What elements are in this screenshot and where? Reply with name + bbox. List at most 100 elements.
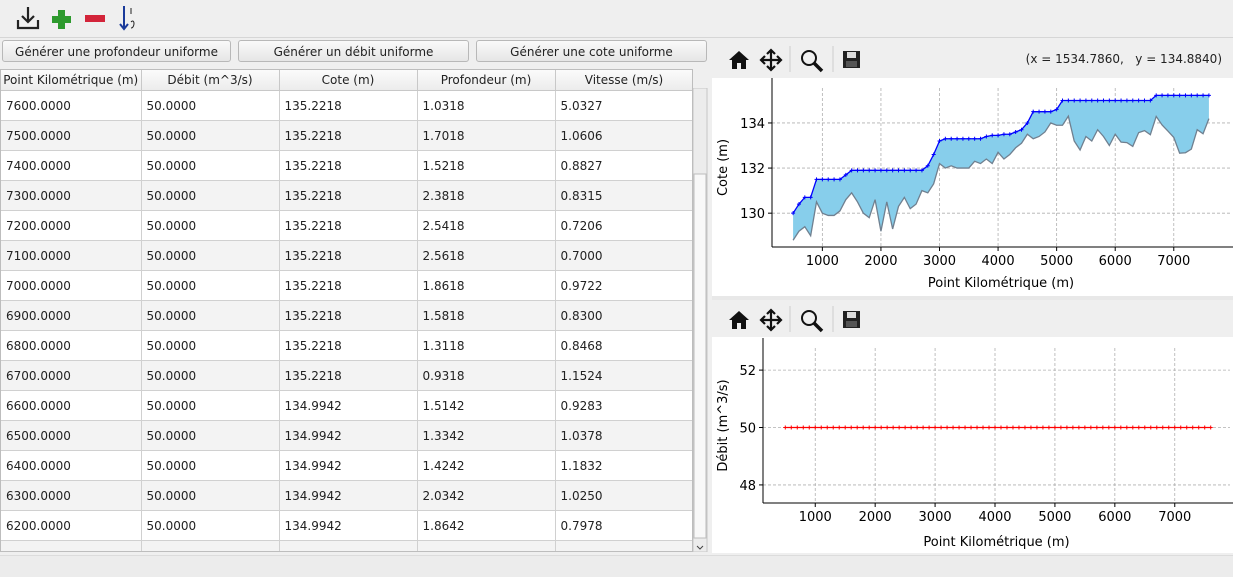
table-cell[interactable]: 0.8827 [555,150,692,181]
scrollbar[interactable] [693,88,708,552]
table-cell[interactable]: 50.0000 [141,450,280,481]
table-cell[interactable]: 134.9942 [279,480,418,511]
scroll-down-arrow[interactable] [696,545,704,550]
table-cell[interactable]: 1.0378 [555,420,692,451]
table-cell[interactable]: 135.2218 [279,330,418,361]
table-cell[interactable]: 1.5218 [417,150,556,181]
table-row[interactable]: 6500.0000 50.0000 134.9942 1.3342 1.0378 [1,420,692,451]
table-row[interactable]: 7600.0000 50.0000 135.2218 1.0318 5.0327 [1,90,692,121]
pan-icon[interactable] [759,48,783,72]
table-cell[interactable]: 6100.0000 [1,540,142,551]
table-cell[interactable]: 1.4242 [417,450,556,481]
table-cell[interactable]: 50.0000 [141,360,280,391]
table-cell[interactable]: 7000.0000 [1,270,142,301]
table-cell[interactable]: 135.2218 [279,90,418,121]
table-cell[interactable]: 5.0327 [555,90,692,121]
table-cell[interactable]: 50.0000 [141,510,280,541]
zoom-icon[interactable] [801,310,824,333]
table-cell[interactable]: 50.0000 [141,180,280,211]
table-cell[interactable]: 0.8468 [555,330,692,361]
table-cell[interactable]: 135.2218 [279,210,418,241]
save-icon[interactable] [843,51,860,68]
table-cell[interactable]: 1.0606 [555,120,692,151]
table-cell[interactable]: 50.0000 [141,210,280,241]
table-row[interactable]: 7500.0000 50.0000 135.2218 1.7018 1.0606 [1,120,692,151]
table-cell[interactable]: 7300.0000 [1,180,142,211]
table-cell[interactable]: 50.0000 [141,390,280,421]
table-row[interactable]: 7100.0000 50.0000 135.2218 2.5618 0.7000 [1,240,692,271]
table-cell[interactable]: 7100.0000 [1,240,142,271]
table-cell[interactable]: 135.2218 [279,120,418,151]
import-icon[interactable] [16,7,40,30]
table-cell[interactable]: 0.8300 [555,300,692,331]
button[interactable]: Générer une profondeur uniforme [2,40,231,62]
table-cell[interactable]: 1.1832 [555,450,692,481]
table-cell[interactable]: 134.9942 [279,420,418,451]
table-cell[interactable]: 50.0000 [141,480,280,511]
table-cell[interactable]: 50.0000 [141,150,280,181]
table-cell[interactable]: 134.9942 [279,540,418,551]
table-cell[interactable]: 0.7978 [555,510,692,541]
table-cell[interactable]: 1.1524 [555,360,692,391]
table-cell[interactable]: 0.9722 [555,270,692,301]
table-row[interactable]: 6300.0000 50.0000 134.9942 2.0342 1.0250 [1,480,692,511]
table-row[interactable]: 6900.0000 50.0000 135.2218 1.5818 0.8300 [1,300,692,331]
table-cell[interactable]: 1.5818 [417,300,556,331]
table-row[interactable]: 6600.0000 50.0000 134.9942 1.5142 0.9283 [1,390,692,421]
table-cell[interactable]: 50.0000 [141,120,280,151]
table-row[interactable]: 7000.0000 50.0000 135.2218 1.8618 0.9722 [1,270,692,301]
home-icon[interactable] [729,311,749,329]
table-cell[interactable]: 1.5142 [417,390,556,421]
table-row[interactable]: 6400.0000 50.0000 134.9942 1.4242 1.1832 [1,450,692,481]
table-cell[interactable]: 0.9318 [417,360,556,391]
column-header[interactable]: Débit (m^3/s) [141,70,280,91]
table-cell[interactable]: 1.8642 [417,510,556,541]
table-cell[interactable]: 50.0000 [141,240,280,271]
table-cell[interactable]: 1.8442 [417,540,556,551]
scroll-thumb[interactable] [693,173,707,539]
table-cell[interactable]: 7600.0000 [1,90,142,121]
save-icon[interactable] [843,311,860,328]
table-cell[interactable]: 6200.0000 [1,510,142,541]
column-header[interactable]: Point Kilométrique (m) [1,70,142,91]
table-row[interactable]: 6800.0000 50.0000 135.2218 1.3118 0.8468 [1,330,692,361]
table-cell[interactable]: 135.2218 [279,270,418,301]
add-row-icon[interactable] [52,10,71,29]
table-cell[interactable]: 6400.0000 [1,450,142,481]
table-cell[interactable]: 2.5418 [417,210,556,241]
table-cell[interactable]: 7400.0000 [1,150,142,181]
table-cell[interactable]: 50.0000 [141,420,280,451]
table-cell[interactable]: 1.8618 [417,270,556,301]
table-cell[interactable]: 0.8315 [555,180,692,211]
table-cell[interactable]: 50.0000 [141,90,280,121]
table-cell[interactable]: 2.3818 [417,180,556,211]
table-row[interactable]: 7300.0000 50.0000 135.2218 2.3818 0.8315 [1,180,692,211]
table-cell[interactable]: 135.2218 [279,180,418,211]
table-row[interactable]: 6200.0000 50.0000 134.9942 1.8642 0.7978 [1,510,692,541]
table-cell[interactable]: 135.2218 [279,150,418,181]
table-cell[interactable]: 134.9942 [279,510,418,541]
table-cell[interactable]: 7200.0000 [1,210,142,241]
table-cell[interactable]: 6900.0000 [1,300,142,331]
table-cell[interactable]: 134.9942 [279,450,418,481]
table-cell[interactable]: 50.0000 [141,300,280,331]
table-cell[interactable]: 1.0318 [417,90,556,121]
column-header[interactable]: Profondeur (m) [417,70,556,91]
table-cell[interactable]: 2.0342 [417,480,556,511]
table-cell[interactable]: 0.7206 [555,210,692,241]
table-cell[interactable]: 6500.0000 [1,420,142,451]
table-cell[interactable]: 6300.0000 [1,480,142,511]
table-cell[interactable]: 135.2218 [279,360,418,391]
sort-icon[interactable] [119,6,135,31]
table-cell[interactable]: 0.9283 [555,390,692,421]
table-cell[interactable]: 1.0250 [555,480,692,511]
table-cell[interactable]: 0.7000 [555,240,692,271]
table-cell[interactable]: 1.3118 [417,330,556,361]
button[interactable]: Générer un débit uniforme [238,40,469,62]
column-header[interactable]: Vitesse (m/s) [555,70,692,91]
column-header[interactable]: Cote (m) [279,70,418,91]
zoom-icon[interactable] [801,50,824,73]
table-cell[interactable]: 1.3342 [417,420,556,451]
table-cell[interactable]: 0.8641 [555,540,692,551]
